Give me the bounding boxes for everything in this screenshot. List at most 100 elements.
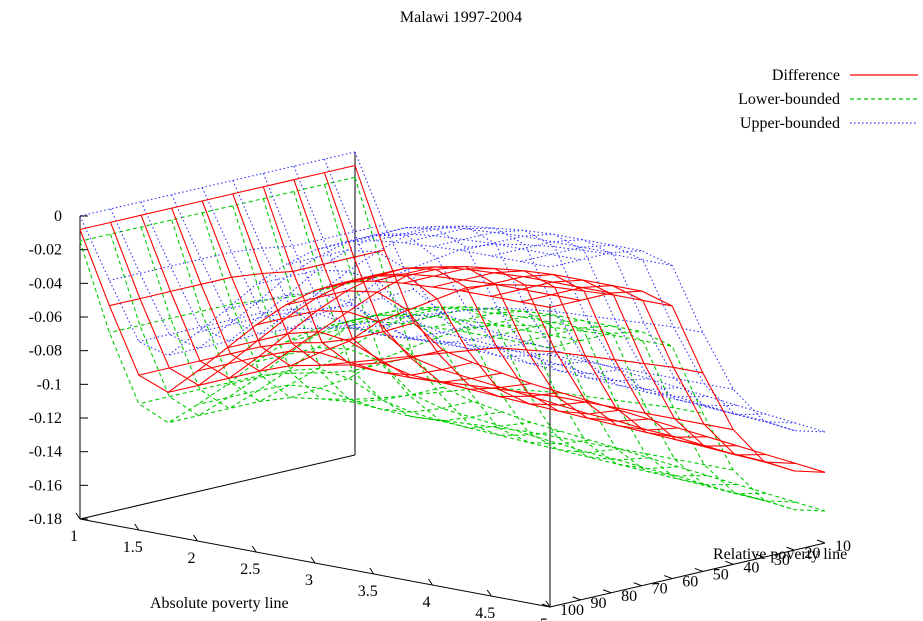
- axes: [79, 152, 826, 608]
- surfaces: [79, 151, 826, 512]
- mesh-line-x: [79, 164, 356, 231]
- z-tick-label: -0.16: [29, 477, 62, 494]
- mesh-line-x: [373, 225, 649, 382]
- x-tick-mark: [369, 567, 375, 575]
- legend-label-difference: Difference: [772, 67, 840, 84]
- mesh-line-x: [167, 386, 444, 424]
- mesh-line-y: [79, 229, 551, 394]
- tick-labels: 0 -0.02 -0.04 -0.06 -0.08 -0.1 -0.12 -0.14 -0.16…: [29, 208, 851, 621]
- y-tick-mark: [816, 539, 826, 544]
- mesh-line-x: [226, 331, 502, 383]
- y-tick-mark: [786, 546, 795, 551]
- surface-lower-bounded: [79, 176, 826, 512]
- z-tick-label: -0.14: [29, 444, 62, 461]
- z-tick-label: -0.12: [29, 410, 62, 427]
- x-tick-mark: [486, 589, 492, 597]
- mesh-line-x: [256, 347, 532, 429]
- mesh-line-y: [201, 212, 673, 399]
- y-axis-label: Relative poverty line: [713, 546, 847, 563]
- mesh-line-x: [167, 312, 444, 356]
- x-tick-mark: [251, 545, 257, 553]
- mesh-line-y: [140, 201, 612, 342]
- mesh-line-y: [323, 184, 795, 511]
- mesh-line-x: [138, 356, 414, 405]
- y-tick-mark: [664, 575, 673, 580]
- mesh-line-y: [140, 215, 612, 379]
- x-tick-label: 5: [540, 616, 548, 621]
- x-tick-label: 2.5: [240, 561, 260, 578]
- mesh-line-y: [201, 200, 673, 367]
- mesh-line-y: [262, 198, 734, 471]
- mesh-line-x: [79, 151, 356, 217]
- chart-title: Malawi 1997-2004: [400, 9, 522, 26]
- z-tick-label: -0.18: [29, 511, 62, 528]
- mesh-line-x: [256, 309, 532, 390]
- mesh-line-x: [109, 249, 385, 307]
- y-axis-line: [549, 542, 826, 608]
- z-tick-label: -0.08: [29, 343, 62, 360]
- mesh-line-x: [344, 227, 620, 375]
- mesh-line-x: [197, 384, 473, 413]
- mesh-line-x: [197, 350, 473, 376]
- mesh-line-x: [167, 349, 444, 393]
- x-tick-label: 3: [305, 572, 313, 589]
- x-tick-mark: [134, 523, 140, 531]
- y-tick-label: 90: [591, 595, 607, 612]
- floor-left-edge: [79, 454, 356, 520]
- z-tick-label: -0.1: [37, 376, 62, 393]
- y-tick-mark: [725, 560, 734, 565]
- y-tick-label: 40: [743, 559, 759, 576]
- y-tick-label: 50: [713, 566, 729, 583]
- mesh-line-x: [432, 270, 708, 438]
- mesh-line-y: [232, 193, 703, 374]
- mesh-line-x: [197, 312, 473, 339]
- mesh-line-y: [323, 158, 795, 432]
- mesh-line-x: [491, 319, 767, 495]
- mesh-line-x: [79, 176, 356, 242]
- legend-label-upper-bounded: Upper-bounded: [740, 115, 840, 132]
- mesh-line-y: [79, 215, 551, 357]
- y-tick-label: 30: [774, 552, 790, 569]
- mesh-line-x: [256, 269, 532, 350]
- mesh-line-y: [171, 207, 642, 372]
- mesh-line-x: [109, 274, 385, 334]
- mesh-line-y: [354, 165, 826, 473]
- x-tick-mark: [310, 556, 316, 564]
- x-tick-mark: [75, 512, 81, 520]
- y-tick-label: 70: [652, 581, 668, 598]
- mesh-line-y: [232, 180, 703, 333]
- z-tick-label: -0.06: [29, 309, 62, 326]
- z-tick-label: -0.04: [29, 275, 62, 292]
- y-tick-mark: [541, 603, 551, 608]
- x-tick-label: 3.5: [358, 583, 378, 600]
- mesh-line-x: [402, 227, 679, 391]
- y-tick-label: 20: [804, 545, 820, 562]
- z-tick-label: 0: [54, 208, 62, 225]
- mesh-line-x: [432, 229, 708, 398]
- y-tick-mark: [755, 553, 765, 558]
- mesh-line-x: [549, 290, 826, 473]
- mesh-line-x: [138, 322, 414, 376]
- mesh-line-x: [314, 275, 591, 406]
- mesh-line-y: [293, 179, 765, 462]
- mesh-line-y: [262, 186, 734, 431]
- mesh-line-x: [461, 314, 737, 486]
- mesh-line-x: [549, 250, 826, 433]
- mesh-line-y: [140, 226, 612, 410]
- mesh-line-x: [109, 224, 385, 281]
- surface-upper-bounded: [79, 151, 826, 433]
- y-tick-mark: [633, 582, 642, 587]
- mesh-line-x: [373, 265, 649, 422]
- mesh-line-y: [79, 241, 551, 424]
- x-tick-label: 4.5: [475, 605, 495, 621]
- surface-difference: [79, 164, 826, 473]
- mesh-line-x: [285, 327, 561, 436]
- x-tick-mark: [193, 534, 198, 542]
- x-tick-mark: [545, 600, 551, 608]
- mesh-line-y: [201, 187, 673, 330]
- y-tick-label: 100: [560, 602, 584, 619]
- x-tick-label: 2: [188, 550, 196, 567]
- mesh-line-y: [110, 222, 581, 386]
- mesh-line-x: [285, 249, 561, 357]
